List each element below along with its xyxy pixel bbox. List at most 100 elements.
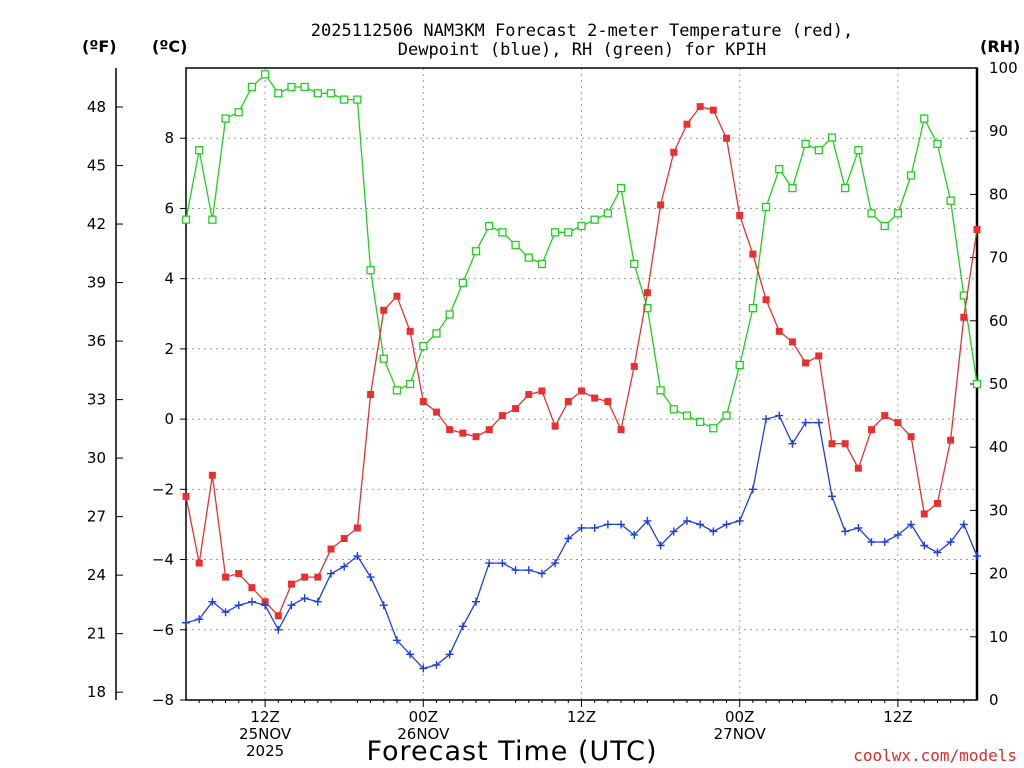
temperature-point bbox=[920, 510, 928, 518]
dewpoint-point bbox=[234, 601, 243, 610]
rh-point bbox=[814, 146, 823, 155]
x-tick-label: 12Z bbox=[567, 708, 596, 726]
rh-point bbox=[313, 89, 322, 98]
rh-point bbox=[524, 253, 533, 262]
rh-point bbox=[682, 411, 692, 420]
temperature-point bbox=[604, 398, 612, 406]
rh-point bbox=[603, 209, 613, 218]
rh-point bbox=[722, 411, 731, 420]
dewpoint-point bbox=[893, 530, 902, 539]
rh-point bbox=[577, 221, 586, 231]
temperature-point bbox=[973, 226, 981, 234]
rh-point bbox=[643, 304, 652, 313]
rh-point bbox=[419, 341, 428, 351]
temperature-point bbox=[657, 201, 665, 209]
rh-point bbox=[274, 89, 283, 98]
temperature-point bbox=[314, 573, 322, 581]
temperature-point bbox=[301, 573, 309, 581]
rh-point bbox=[590, 215, 599, 224]
rh-tick-label: 80 bbox=[989, 185, 1008, 203]
rh-point bbox=[630, 259, 639, 269]
x-tick-label: 00Z bbox=[725, 708, 754, 726]
temperature-point bbox=[432, 408, 440, 416]
dewpoint-point bbox=[603, 520, 612, 529]
temperature-point bbox=[459, 429, 467, 437]
dewpoint-point bbox=[577, 523, 586, 532]
temperature-point bbox=[538, 387, 546, 395]
chart-title-line-2: Dewpoint (blue), RH (green) for KPIH bbox=[398, 40, 766, 60]
x-tick-label: 26NOV bbox=[397, 725, 450, 743]
rh-point bbox=[735, 360, 744, 370]
temperature-point bbox=[723, 134, 731, 142]
dewpoint-point bbox=[261, 601, 270, 610]
rh-point bbox=[854, 146, 863, 155]
celsius-tick-label: 0 bbox=[164, 410, 174, 428]
rh-point bbox=[247, 82, 257, 92]
rh-point bbox=[669, 405, 678, 414]
rh-tick-label: 10 bbox=[989, 628, 1008, 646]
temperature-point bbox=[815, 352, 823, 360]
celsius-tick-label: −8 bbox=[152, 691, 174, 709]
rh-point bbox=[801, 139, 810, 148]
temperature-point bbox=[248, 584, 256, 592]
rh-point bbox=[893, 209, 903, 218]
x-tick-label: 2025 bbox=[246, 742, 284, 760]
dewpoint-point bbox=[485, 559, 494, 568]
dewpoint-point bbox=[669, 527, 678, 536]
dewpoint-point bbox=[933, 548, 942, 557]
temperature-point bbox=[591, 394, 599, 402]
rh-series bbox=[181, 70, 982, 433]
dewpoint-point bbox=[524, 566, 533, 575]
rh-point bbox=[458, 278, 468, 288]
dewpoint-point bbox=[920, 541, 929, 550]
rh-point bbox=[392, 386, 402, 395]
temperature-point bbox=[802, 359, 810, 367]
temperature-point bbox=[696, 103, 704, 111]
temperature-point bbox=[578, 387, 585, 395]
rh-point bbox=[696, 417, 705, 427]
dewpoint-point bbox=[379, 601, 388, 610]
rh-tick-label: 0 bbox=[989, 691, 999, 709]
rh-point bbox=[972, 379, 982, 389]
temperature-point bbox=[762, 296, 770, 304]
rh-point bbox=[775, 164, 784, 174]
rh-tick-label: 20 bbox=[989, 565, 1008, 583]
rh-point bbox=[326, 89, 336, 98]
temperature-point bbox=[828, 440, 836, 448]
credit-link[interactable]: coolwx.com/models bbox=[853, 746, 1017, 765]
chart-title-line-1: 2025112506 NAM3KM Forecast 2-meter Tempe… bbox=[311, 21, 853, 41]
temperature-point bbox=[775, 327, 783, 335]
dewpoint-point bbox=[775, 411, 784, 420]
rh-point bbox=[221, 114, 230, 123]
dewpoint-point bbox=[973, 552, 981, 561]
rh-point bbox=[920, 114, 929, 123]
dewpoint-point bbox=[907, 520, 916, 529]
temperature-point bbox=[498, 412, 506, 420]
fahrenheit-tick-label: 27 bbox=[87, 508, 106, 526]
temperature-point bbox=[380, 306, 388, 314]
fahrenheit-tick-label: 24 bbox=[87, 566, 106, 584]
dewpoint-point bbox=[709, 527, 718, 536]
dewpoint-point bbox=[247, 597, 256, 606]
dewpoint-point bbox=[327, 569, 336, 578]
rh-point bbox=[181, 215, 191, 224]
fahrenheit-tick-label: 45 bbox=[87, 157, 106, 175]
dewpoint-point bbox=[406, 650, 415, 659]
temperature-point bbox=[564, 398, 572, 406]
dewpoint-point bbox=[366, 573, 375, 582]
rh-point bbox=[748, 304, 758, 313]
fahrenheit-tick-label: 36 bbox=[87, 332, 106, 350]
temperature-point bbox=[485, 426, 493, 434]
dewpoint-point bbox=[841, 527, 850, 536]
dewpoint-point bbox=[946, 538, 955, 546]
temperature-point bbox=[287, 580, 295, 588]
axes: −8−6−4−202468182124273033363942454801020… bbox=[87, 59, 1018, 709]
dewpoint-point bbox=[313, 597, 322, 606]
dewpoint-point bbox=[788, 439, 797, 448]
rh-point bbox=[550, 228, 560, 237]
rh-point bbox=[208, 215, 217, 224]
temperature-point bbox=[841, 440, 849, 448]
rh-point bbox=[287, 82, 296, 92]
dewpoint-point bbox=[735, 516, 744, 525]
